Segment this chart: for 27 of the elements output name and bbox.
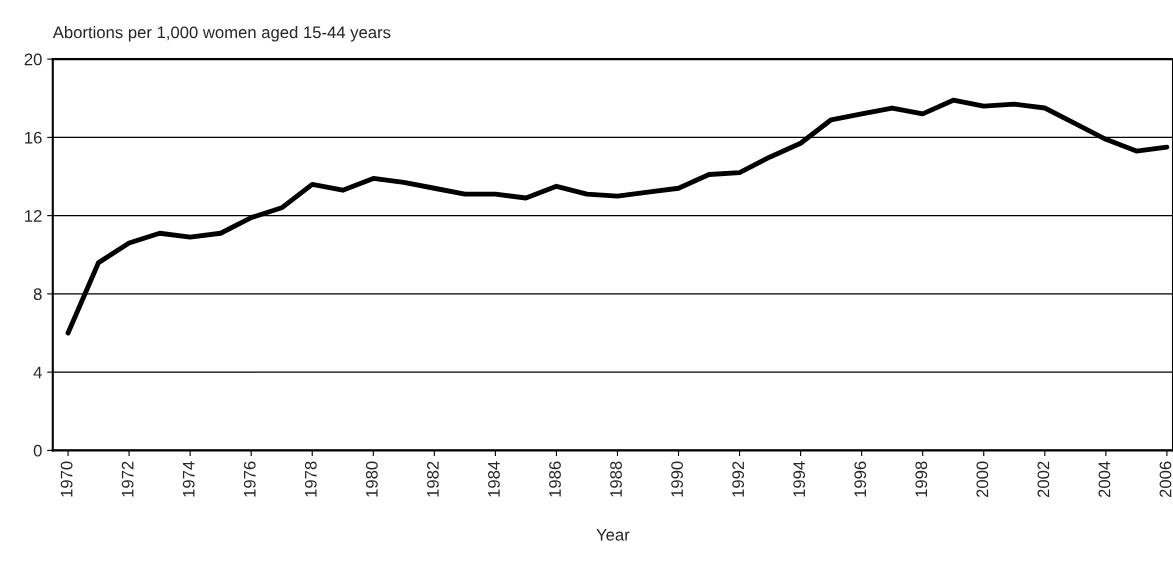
x-tick-label: 2006	[1159, 461, 1172, 498]
x-tick-label: 1980	[365, 461, 378, 497]
x-tick-label: 1984	[488, 461, 500, 497]
x-tick-label: 1986	[549, 461, 561, 497]
x-tick-label: 1990	[671, 461, 683, 497]
y-tick-label: 0	[33, 444, 42, 457]
y-tick-label: 4	[33, 366, 42, 379]
y-tick-label: 8	[33, 288, 42, 301]
x-tick-label: 1998	[915, 461, 928, 497]
x-tick-label: 1974	[182, 461, 195, 497]
x-axis-title: Year	[596, 529, 630, 541]
y-tick-label: 20	[24, 53, 42, 66]
y-tick-label: 12	[25, 210, 42, 222]
x-tick-label: 2004	[1098, 461, 1111, 498]
y-axis-title: Abortions per 1,000 women aged 15-44 years	[52, 26, 391, 42]
x-tick-label: 1982	[427, 461, 439, 497]
x-tick-label: 1976	[243, 461, 256, 497]
x-tick-label: 1992	[732, 461, 745, 497]
x-tick-label: 1988	[610, 461, 622, 497]
x-tick-label: 1972	[121, 461, 134, 497]
y-tick-label: 16	[25, 131, 42, 144]
x-tick-label: 1994	[793, 461, 806, 497]
x-tick-label: 1996	[854, 461, 867, 497]
x-tick-label: 2002	[1037, 461, 1050, 498]
x-tick-label: 1978	[304, 461, 317, 497]
x-tick-label: 2000	[976, 461, 989, 498]
x-tick-label: 1970	[60, 461, 73, 497]
